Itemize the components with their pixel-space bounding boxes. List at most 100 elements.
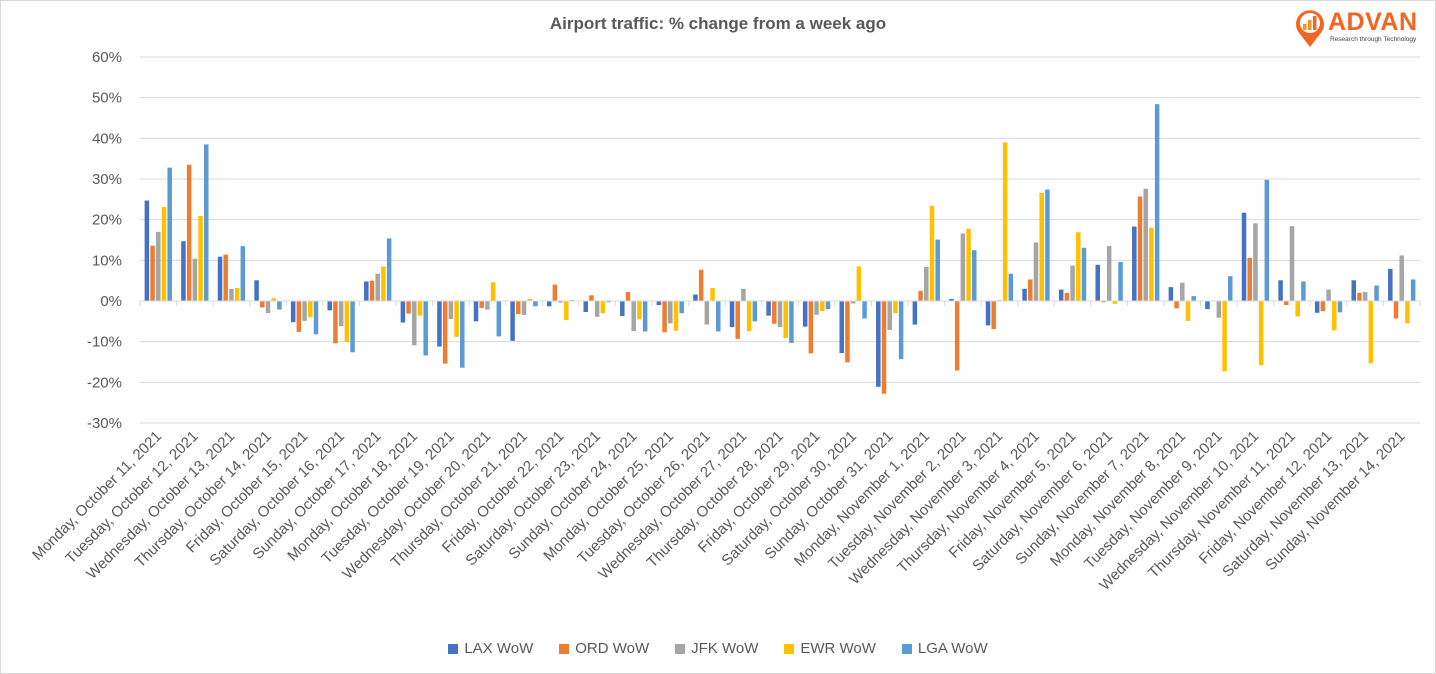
- bar-ewr: [234, 287, 240, 301]
- bar-lga: [204, 144, 209, 301]
- bar-series: [144, 104, 1416, 394]
- y-tick-label: 10%: [92, 252, 122, 269]
- bar-ewr: [564, 301, 569, 321]
- legend-label: ORD WoW: [575, 640, 650, 657]
- bar-ewr: [1295, 301, 1300, 317]
- bar-ewr: [198, 216, 203, 301]
- bar-lax: [1241, 212, 1247, 301]
- y-axis-ticks: -30% -20% -10% 0% 10% 20% 30% 40% 50% 60%: [87, 49, 122, 432]
- bar-ord: [479, 301, 484, 308]
- bar-lax: [912, 301, 918, 325]
- x-axis: [139, 300, 1421, 306]
- bar-jfk: [631, 301, 636, 332]
- bar-ewr: [381, 266, 386, 301]
- bar-ord: [516, 301, 521, 315]
- bar-jfk: [594, 301, 600, 317]
- bar-lga: [350, 301, 355, 353]
- bar-ewr: [1405, 301, 1410, 324]
- bar-ewr: [1076, 232, 1081, 301]
- legend-swatch: [559, 643, 570, 654]
- y-tick-label: -30%: [87, 415, 122, 432]
- bar-ord: [1320, 301, 1326, 312]
- bar-lax: [1132, 226, 1137, 301]
- bar-ord: [1393, 301, 1399, 319]
- bar-jfk: [375, 273, 380, 301]
- bar-lga: [898, 301, 904, 360]
- legend-label: JFK WoW: [691, 640, 759, 657]
- bar-ord: [918, 290, 923, 301]
- bar-lga: [679, 301, 684, 314]
- bar-ewr: [783, 301, 788, 339]
- bar-jfk: [850, 301, 856, 304]
- map-pin-chart-icon: [1296, 10, 1324, 47]
- bar-lax: [1058, 289, 1064, 301]
- bar-lga: [1374, 285, 1379, 301]
- y-tick-label: 50%: [92, 90, 122, 107]
- legend-swatch: [675, 643, 686, 654]
- bar-ewr: [454, 301, 459, 337]
- bar-jfk: [1033, 242, 1039, 301]
- bar-jfk: [1362, 292, 1368, 301]
- bar-ord: [296, 301, 302, 332]
- bar-lax: [437, 301, 442, 347]
- bar-ewr: [1222, 301, 1227, 372]
- bar-ord: [772, 301, 777, 324]
- bar-ord: [260, 301, 265, 308]
- bar-jfk: [1399, 255, 1404, 301]
- bar-ord: [1357, 292, 1362, 301]
- bar-jfk: [777, 301, 783, 328]
- bar-lga: [1228, 276, 1233, 301]
- bar-jfk: [887, 301, 892, 330]
- bar-jfk: [924, 266, 929, 301]
- bar-ewr: [966, 228, 971, 301]
- bar-ord: [442, 301, 448, 364]
- bar-lax: [1022, 288, 1027, 301]
- legend-item: JFK WoW: [675, 640, 758, 657]
- bar-ewr: [417, 301, 423, 316]
- bar-jfk: [192, 258, 198, 301]
- legend-swatch: [784, 643, 795, 654]
- legend-label: EWR WoW: [800, 640, 876, 657]
- bar-lax: [802, 301, 808, 327]
- bar-lga: [240, 246, 246, 301]
- brand-tagline: Research through Technology: [1330, 36, 1417, 43]
- bar-ewr: [673, 301, 679, 331]
- bar-lax: [985, 301, 991, 326]
- bar-ord: [698, 269, 704, 301]
- bar-ewr: [308, 301, 313, 318]
- bar-ewr: [271, 298, 276, 301]
- bar-jfk: [1180, 282, 1185, 301]
- bar-ord: [223, 254, 228, 301]
- bar-ewr: [929, 205, 935, 301]
- bar-lga: [313, 301, 319, 335]
- bar-jfk: [448, 301, 454, 319]
- bar-ord: [150, 245, 155, 301]
- y-tick-label: -10%: [87, 334, 122, 351]
- bar-ord: [333, 301, 338, 344]
- bar-jfk: [960, 233, 966, 301]
- bar-ord: [881, 301, 887, 394]
- brand-name: ADVAN: [1328, 8, 1418, 36]
- bar-ord: [845, 301, 850, 363]
- bar-lax: [876, 301, 881, 387]
- bar-ewr: [344, 301, 350, 343]
- chart-title: Airport traffic: % change from a week ag…: [549, 14, 887, 33]
- bar-lax: [693, 294, 698, 301]
- bar-ord: [369, 280, 375, 301]
- bar-lax: [766, 301, 771, 316]
- bar-ewr: [1332, 301, 1337, 331]
- bar-ewr: [820, 301, 825, 312]
- bar-lga: [935, 239, 940, 301]
- bar-jfk: [1143, 188, 1148, 301]
- bar-lax: [217, 256, 223, 301]
- bar-lax: [290, 301, 296, 323]
- bar-ord: [735, 301, 740, 339]
- bar-ord: [1137, 196, 1143, 301]
- bar-jfk: [521, 301, 527, 315]
- y-tick-label: 40%: [92, 130, 122, 147]
- bar-lax: [144, 200, 150, 301]
- bar-lga: [386, 238, 392, 301]
- bar-lga: [825, 301, 831, 310]
